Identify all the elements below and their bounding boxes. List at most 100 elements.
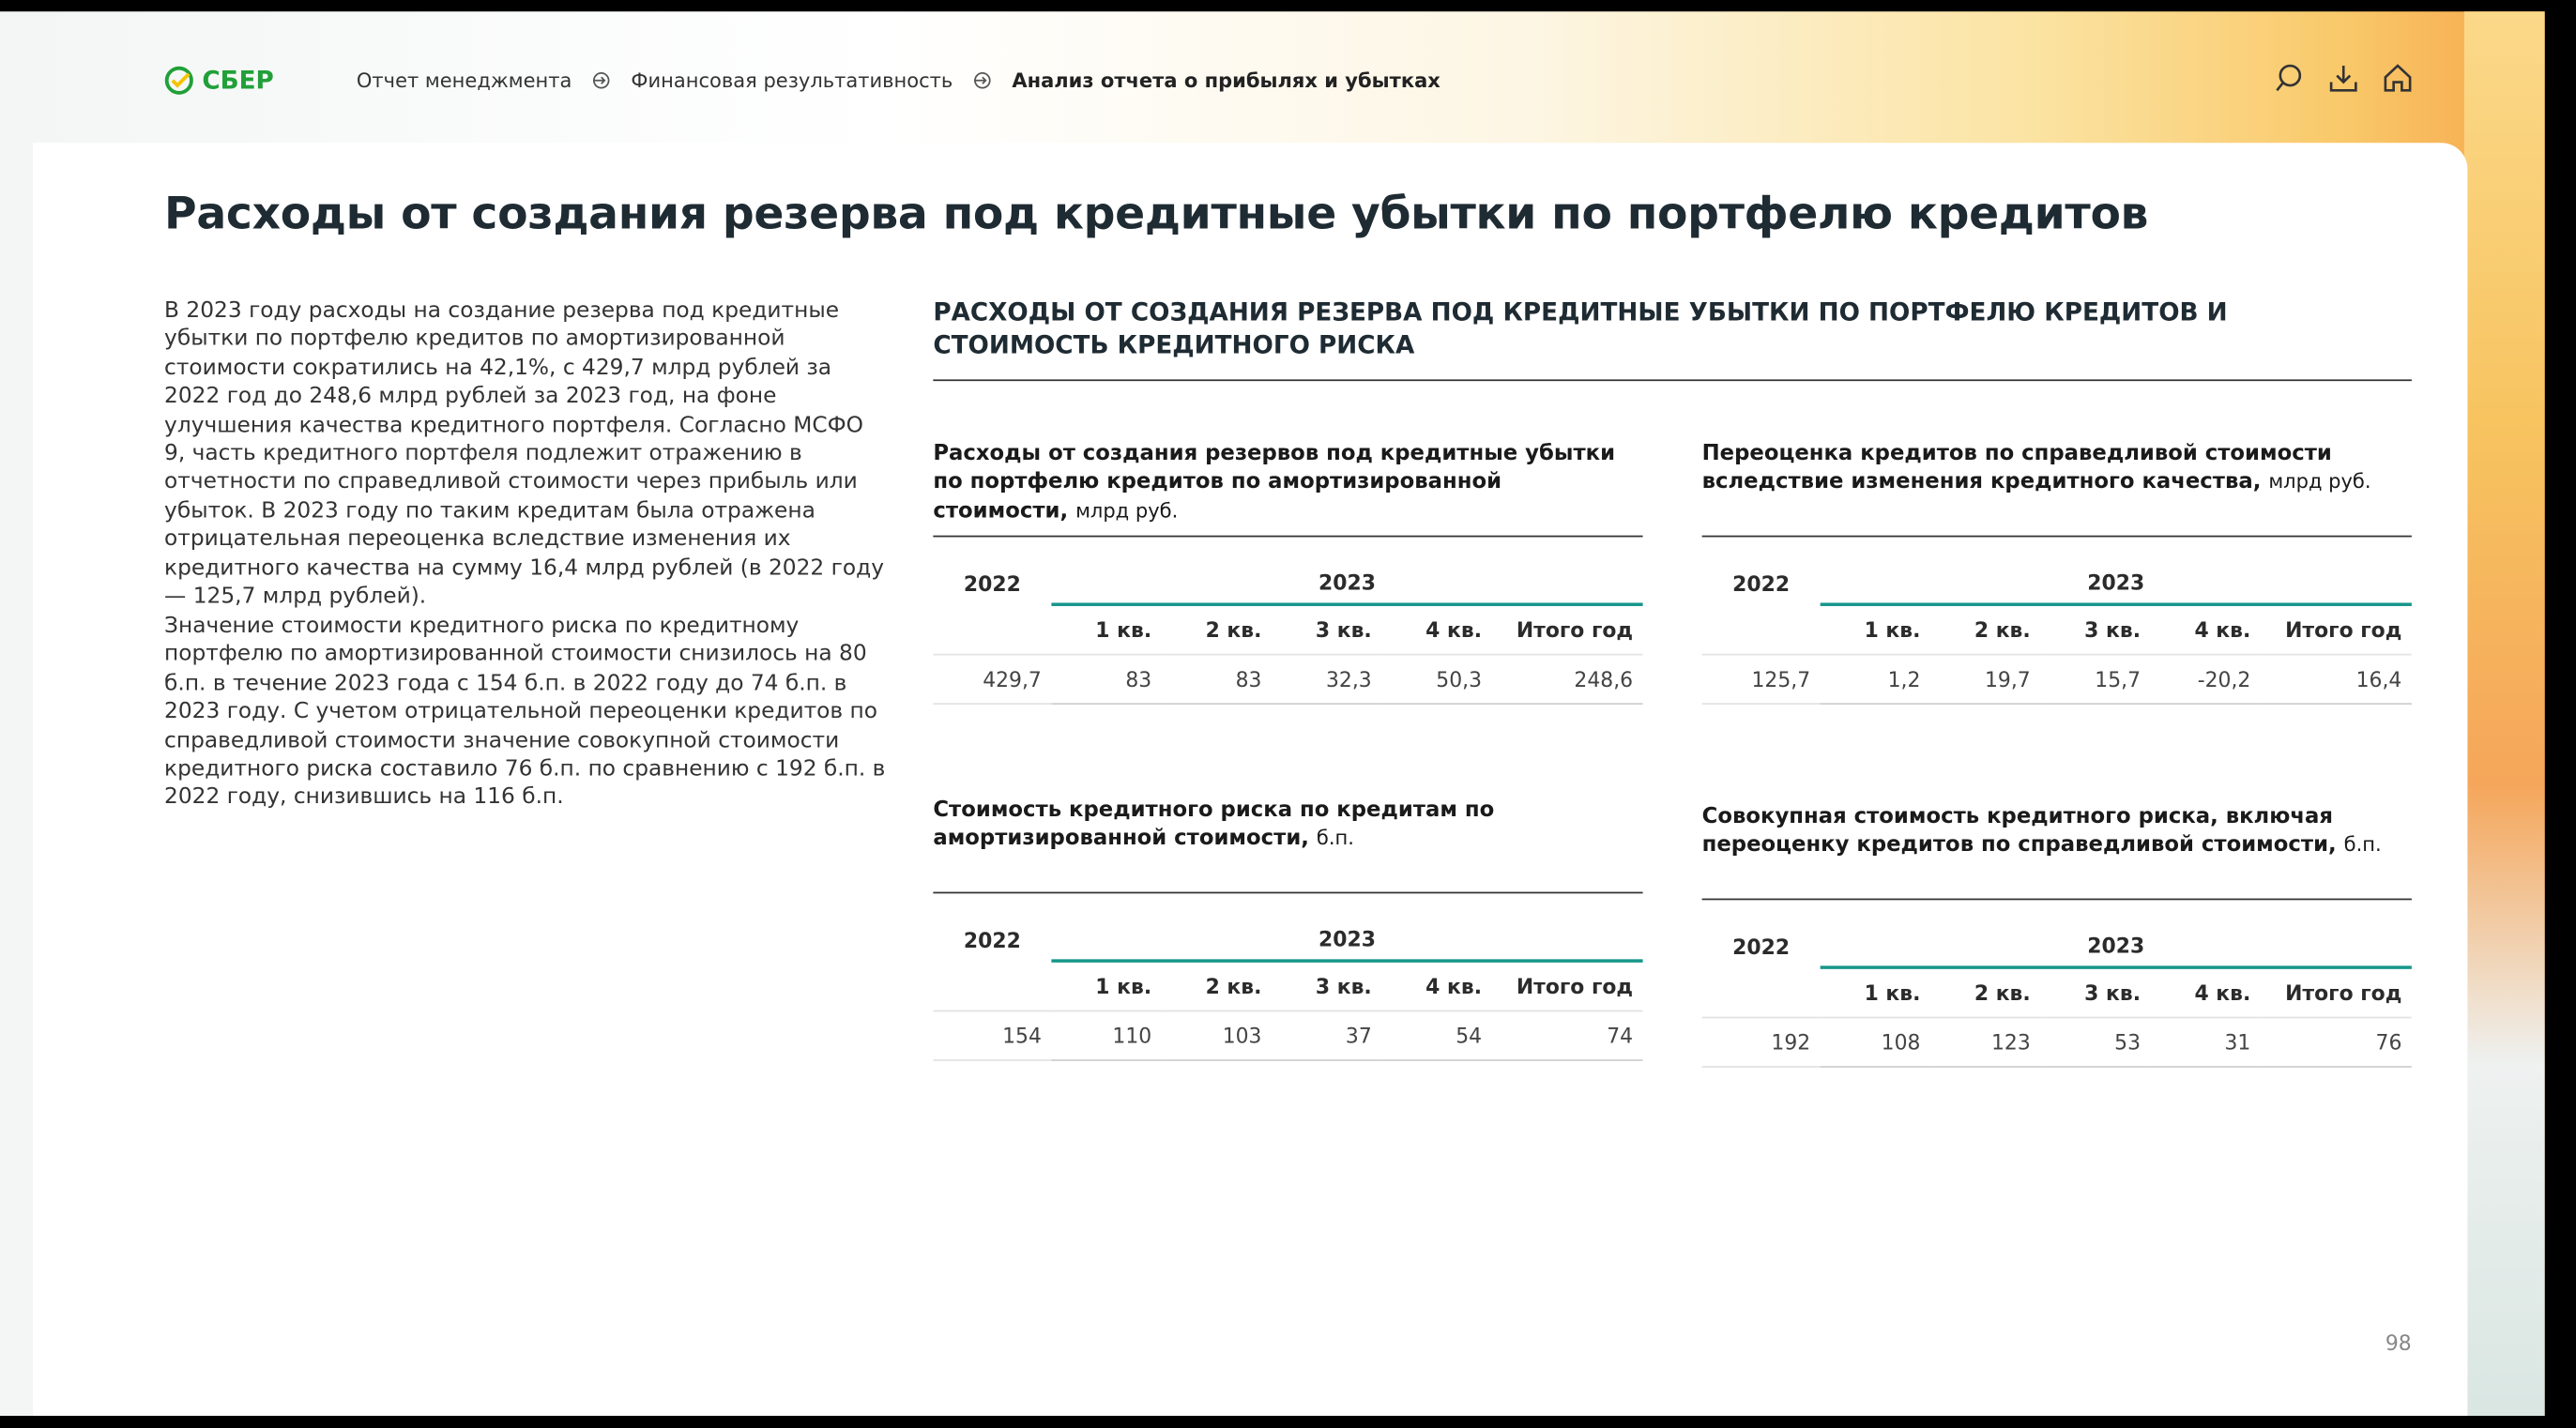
value-cell: 54 (1381, 1011, 1492, 1061)
header-cell (933, 606, 1052, 656)
column-header: 4 кв. (1381, 606, 1492, 656)
value-cell: 429,7 (933, 656, 1052, 706)
value-cell: 16,4 (2260, 655, 2412, 706)
column-header: 1 кв. (1820, 606, 1930, 656)
paragraph: В 2023 году расходы на создание резерва … (164, 298, 884, 610)
year-header: 2023 (1820, 923, 2412, 969)
value-cell: 192 (1701, 1018, 1821, 1068)
value-cell: 125,7 (1701, 655, 1821, 706)
column-header: Итого год (1491, 606, 1643, 656)
table-title-text: Переоценка кредитов по справедливой стои… (1701, 441, 2332, 495)
year-header: 2022 (1732, 570, 1791, 596)
header-cell (933, 963, 1052, 1012)
table-unit: млрд руб. (1075, 498, 1179, 523)
year-header: 2022 (963, 570, 1021, 596)
table-block: Переоценка кредитов по справедливой стои… (1701, 440, 2412, 706)
value-cell: 110 (1051, 1011, 1162, 1061)
column-header: 1 кв. (1820, 969, 1930, 1019)
column-header: Итого год (1491, 963, 1643, 1012)
table-block: Совокупная стоимость кредитного риска, в… (1701, 803, 2412, 1068)
value-cell: 1,2 (1820, 655, 1930, 706)
logo[interactable]: СБЕР (164, 66, 274, 96)
table-grid: 2022 2023 1 кв. 2 кв. 3 кв. 4 кв. Итого год 125… (1701, 560, 2412, 706)
table-title-text: Расходы от создания резервов под кредитн… (933, 441, 1616, 524)
value-cell: 19,7 (1929, 655, 2041, 706)
table-grid: 2022 2023 1 кв. 2 кв. 3 кв. 4 кв. Итого год 192… (1701, 923, 2412, 1068)
divider (1701, 898, 2412, 901)
breadcrumb[interactable]: Отчет менеджмента (356, 68, 572, 93)
column-header: 3 кв. (2040, 606, 2151, 656)
search-icon[interactable] (2274, 63, 2305, 94)
column-header: 4 кв. (2150, 969, 2261, 1019)
column-header: 3 кв. (1271, 963, 1382, 1012)
divider (933, 891, 1643, 894)
header-cell (1701, 606, 1821, 656)
column-header: 4 кв. (2150, 606, 2261, 656)
logo-text: СБЕР (202, 66, 274, 96)
year-header: 2023 (1820, 560, 2412, 606)
download-icon[interactable] (2328, 63, 2359, 94)
table-unit: б.п. (2343, 833, 2382, 857)
year-header: 2022 (963, 927, 1021, 952)
column-header: Итого год (2260, 969, 2412, 1019)
breadcrumb-current: Анализ отчета о прибылях и убытках (1012, 68, 1440, 93)
table-title: Переоценка кредитов по справедливой стои… (1702, 440, 2412, 525)
header-cell (1701, 969, 1821, 1019)
table-grid: 2022 2023 1 кв. 2 кв. 3 кв. 4 кв. Итого год 429… (933, 560, 1643, 706)
section-title: РАСХОДЫ ОТ СОЗДАНИЯ РЕЗЕРВА ПОД КРЕДИТНЫ… (933, 296, 2228, 360)
table-grid: 2022 2023 1 кв. 2 кв. 3 кв. 4 кв. Итого год 154… (933, 917, 1643, 1061)
value-cell: -20,2 (2150, 655, 2261, 706)
page-title: Расходы от создания резерва под кредитны… (164, 189, 2149, 240)
column-header: 1 кв. (1051, 606, 1162, 656)
table-title: Совокупная стоимость кредитного риска, в… (1702, 803, 2412, 889)
table-title-text: Совокупная стоимость кредитного риска, в… (1701, 804, 2337, 858)
value-cell: 83 (1051, 656, 1162, 706)
column-header: 4 кв. (1381, 963, 1492, 1012)
value-cell: 50,3 (1381, 656, 1492, 706)
value-cell: 154 (933, 1011, 1052, 1061)
value-cell: 248,6 (1491, 656, 1643, 706)
table-title: Стоимость кредитного риска по кредитам п… (933, 797, 1642, 882)
value-cell: 31 (2150, 1018, 2261, 1068)
value-cell: 108 (1820, 1018, 1930, 1068)
value-cell: 83 (1161, 656, 1272, 706)
column-header: 3 кв. (2040, 969, 2151, 1019)
value-cell: 76 (2260, 1018, 2412, 1068)
breadcrumb-separator (593, 72, 610, 89)
column-header: 2 кв. (1929, 969, 2041, 1019)
breadcrumb[interactable]: Финансовая результативность (631, 68, 953, 93)
column-header: Итого год (2260, 606, 2412, 656)
divider (933, 379, 2412, 382)
background-accent (2463, 11, 2545, 1417)
page-number: 98 (2385, 1329, 2412, 1356)
year-header: 2023 (1051, 917, 1643, 963)
column-header: 2 кв. (1161, 606, 1272, 656)
table-unit: б.п. (1316, 827, 1354, 850)
breadcrumb-separator (974, 72, 991, 89)
table-unit: млрд руб. (2268, 470, 2371, 494)
value-cell: 123 (1929, 1018, 2041, 1068)
divider (1701, 535, 2412, 538)
value-cell: 37 (1271, 1011, 1382, 1061)
column-header: 3 кв. (1271, 606, 1382, 656)
divider (933, 536, 1643, 538)
year-header: 2022 (1732, 934, 1791, 959)
toolbar (2274, 63, 2414, 94)
column-header: 2 кв. (1161, 963, 1272, 1012)
table-title: Расходы от создания резервов под кредитн… (933, 440, 1642, 525)
table-block: Стоимость кредитного риска по кредитам п… (933, 797, 1643, 1061)
value-cell: 53 (2040, 1018, 2151, 1068)
home-icon[interactable] (2382, 63, 2413, 94)
table-block: Расходы от создания резервов под кредитн… (933, 440, 1643, 706)
value-cell: 103 (1161, 1011, 1272, 1061)
year-header: 2023 (1051, 560, 1643, 607)
value-cell: 74 (1491, 1011, 1643, 1061)
logo-icon (164, 66, 193, 95)
column-header: 2 кв. (1929, 606, 2041, 656)
breadcrumbs: Отчет менеджмента Финансовая результатив… (357, 69, 1440, 93)
column-header: 1 кв. (1051, 963, 1162, 1012)
value-cell: 32,3 (1271, 656, 1382, 706)
